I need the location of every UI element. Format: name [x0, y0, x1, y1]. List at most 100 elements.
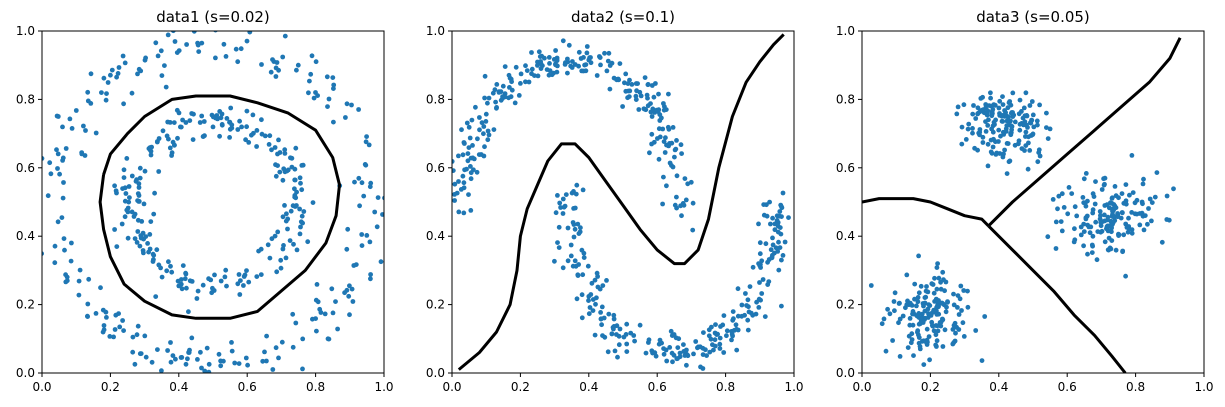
data-point: [921, 303, 926, 309]
data-point: [1078, 224, 1084, 230]
data-point: [208, 277, 214, 283]
data-point: [660, 126, 666, 132]
data-point: [130, 349, 136, 355]
data-point: [47, 160, 53, 166]
data-point: [466, 124, 472, 130]
data-point: [883, 348, 889, 354]
data-point: [282, 147, 288, 153]
data-point: [368, 180, 374, 186]
data-point: [891, 299, 897, 304]
y-tick-label: 0.8: [426, 92, 445, 106]
data-point: [915, 299, 921, 305]
data-point: [54, 147, 59, 153]
data-point: [292, 177, 298, 183]
data-point: [1056, 193, 1062, 199]
y-axis: 0.0 0.2 0.4 0.6 0.8 1.0: [836, 24, 862, 380]
data-point: [673, 146, 679, 152]
data-point: [60, 124, 65, 130]
data-point: [331, 86, 336, 91]
y-tick-label: 0.0: [16, 366, 35, 380]
data-point: [288, 208, 294, 214]
data-point: [1109, 238, 1115, 244]
data-point: [1106, 247, 1111, 253]
data-point: [326, 96, 332, 102]
data-point: [568, 253, 574, 259]
data-point: [180, 117, 186, 123]
data-point: [770, 242, 776, 248]
data-point: [632, 338, 637, 344]
data-point: [246, 140, 252, 145]
data-point: [227, 135, 233, 140]
data-point: [560, 211, 566, 216]
data-point: [1134, 211, 1140, 217]
data-point: [148, 148, 154, 154]
data-point: [670, 359, 675, 365]
data-point: [921, 338, 927, 344]
data-point: [912, 281, 918, 287]
data-point: [55, 114, 61, 119]
data-point: [1145, 221, 1150, 227]
data-point: [121, 167, 127, 173]
data-point: [300, 366, 305, 372]
data-point: [1016, 111, 1022, 117]
data-point: [318, 310, 324, 315]
data-point: [221, 41, 227, 47]
data-point: [579, 315, 585, 321]
data-point: [529, 50, 534, 55]
data-point: [1149, 200, 1155, 206]
data-point: [1105, 224, 1111, 230]
data-point: [1087, 230, 1093, 236]
data-point: [132, 236, 138, 242]
data-point: [756, 261, 761, 266]
data-point: [1119, 191, 1125, 197]
data-point: [975, 147, 980, 153]
data-point: [216, 351, 222, 357]
data-point: [681, 342, 686, 347]
data-point: [572, 62, 578, 67]
data-point: [574, 182, 580, 188]
data-point: [162, 63, 167, 68]
data-point: [76, 278, 82, 284]
data-point: [661, 107, 667, 113]
y-tick-label: 0.6: [836, 161, 855, 175]
data-point: [935, 261, 940, 266]
decision-boundary: [862, 37, 1182, 373]
data-point: [1171, 186, 1176, 192]
data-point: [507, 85, 512, 90]
data-point: [513, 64, 519, 70]
data-point: [1147, 196, 1153, 202]
data-point: [1072, 204, 1078, 210]
data-point: [1089, 242, 1095, 248]
data-point: [298, 219, 304, 225]
data-point: [555, 240, 560, 246]
data-point: [649, 114, 655, 119]
data-point: [79, 151, 85, 157]
data-point: [201, 119, 207, 124]
data-point: [970, 130, 975, 136]
data-point: [1035, 122, 1040, 128]
data-point: [566, 42, 572, 48]
data-point: [1125, 229, 1131, 235]
data-point: [1027, 103, 1033, 108]
data-point: [229, 122, 235, 128]
data-point: [127, 195, 132, 201]
data-point: [691, 351, 696, 357]
data-point: [576, 49, 582, 55]
data-point: [896, 320, 901, 326]
data-point: [189, 279, 195, 284]
data-point: [274, 60, 280, 65]
data-point: [229, 340, 234, 345]
data-point: [246, 279, 252, 285]
data-point: [116, 65, 122, 70]
data-point: [933, 342, 939, 348]
data-point: [642, 75, 648, 80]
data-point: [250, 112, 256, 118]
data-point: [1102, 175, 1108, 181]
data-point: [975, 105, 981, 111]
data-point: [120, 186, 125, 192]
x-tick-label: 0.6: [1058, 380, 1077, 394]
data-point: [555, 193, 560, 198]
data-point: [1004, 171, 1010, 177]
data-point: [496, 90, 502, 95]
data-point: [629, 82, 635, 87]
